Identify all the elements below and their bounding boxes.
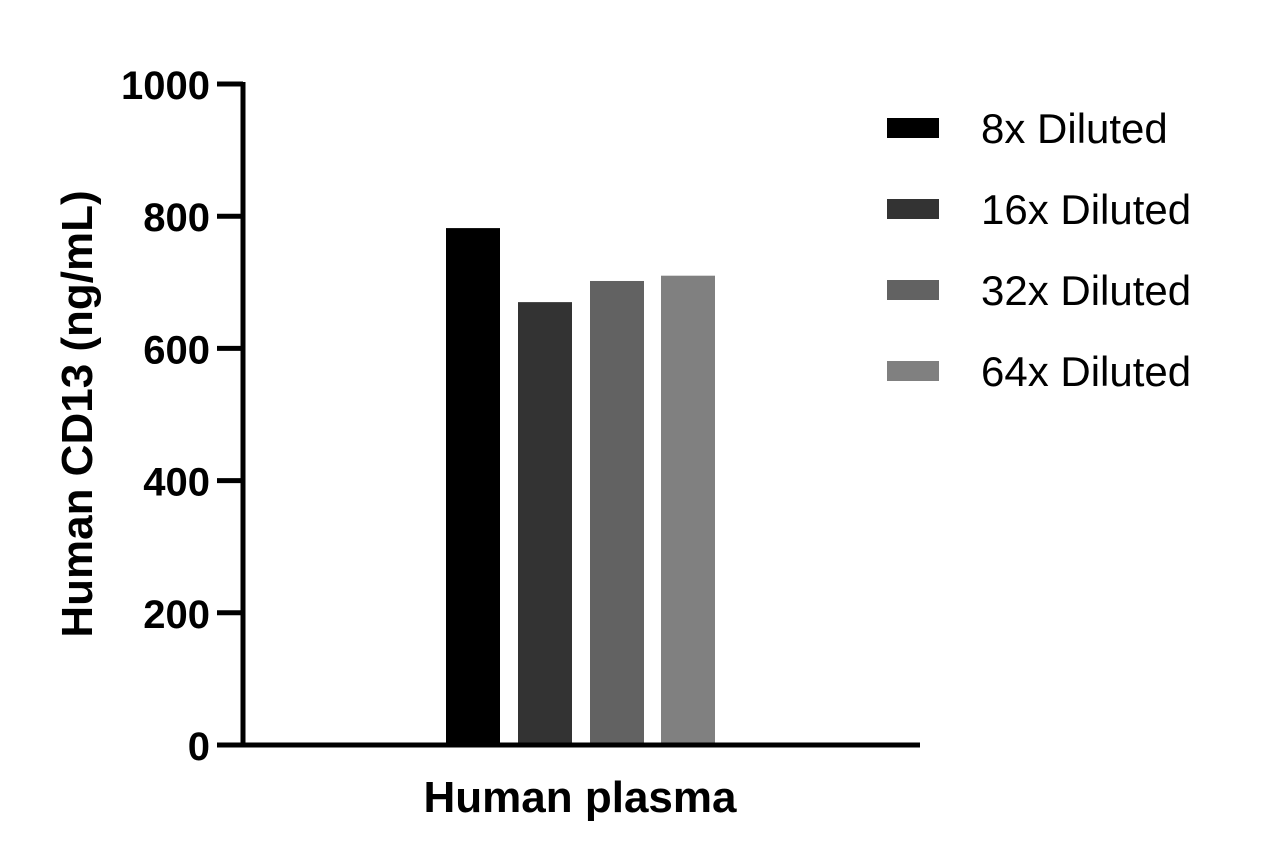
bar-32x-diluted xyxy=(590,280,644,745)
bar-64x-diluted xyxy=(661,275,715,745)
legend-label: 8x Diluted xyxy=(981,105,1168,152)
legend-label: 32x Diluted xyxy=(981,267,1191,314)
legend-swatch xyxy=(887,361,939,381)
y-tick-label: 400 xyxy=(143,461,210,505)
legend-label: 16x Diluted xyxy=(981,186,1191,233)
y-tick-label: 0 xyxy=(188,725,210,769)
bar-16x-diluted xyxy=(518,302,572,745)
x-axis-label: Human plasma xyxy=(424,773,738,822)
legend-swatch xyxy=(887,199,939,219)
legend-swatch xyxy=(887,118,939,138)
y-tick-label: 1000 xyxy=(121,64,210,108)
legend-label: 64x Diluted xyxy=(981,348,1191,395)
y-tick-label: 800 xyxy=(143,196,210,240)
bar-8x-diluted xyxy=(446,228,500,745)
y-tick-label: 200 xyxy=(143,593,210,637)
y-tick-label: 600 xyxy=(143,328,210,372)
y-axis-label: Human CD13 (ng/mL) xyxy=(53,190,102,637)
legend-swatch xyxy=(887,280,939,300)
